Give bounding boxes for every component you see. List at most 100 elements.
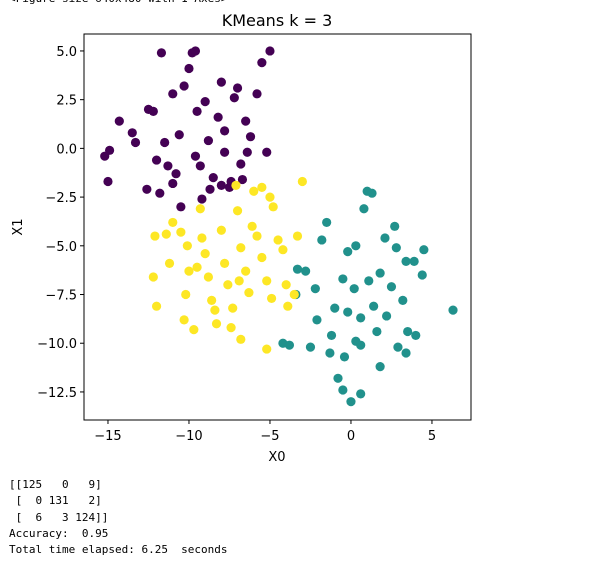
point [184, 266, 194, 276]
point [207, 295, 217, 305]
point [338, 274, 348, 284]
point [325, 348, 335, 358]
y-tick-label: −10.0 [37, 337, 77, 352]
point [200, 97, 210, 107]
point [192, 262, 202, 272]
point [252, 89, 262, 99]
point [168, 217, 178, 228]
x-tick-label: 0 [347, 429, 355, 444]
point [203, 272, 214, 282]
point [232, 206, 243, 216]
y-axis-label: X1 [11, 218, 26, 235]
point [229, 93, 239, 103]
point [228, 303, 238, 313]
point [266, 293, 277, 304]
point [190, 46, 201, 56]
point [390, 221, 400, 231]
point [273, 235, 283, 245]
point [211, 319, 222, 329]
x-tick-label: 5 [428, 429, 436, 444]
point [174, 130, 184, 140]
point [262, 147, 272, 157]
y-tick-label: −5.0 [45, 240, 77, 255]
output-line: Total time elapsed: 6.25 seconds [9, 543, 228, 557]
x-tick-label: −15 [94, 429, 121, 444]
point [213, 112, 223, 122]
point [192, 106, 202, 116]
point [301, 266, 311, 276]
x-tick-label: −5 [260, 429, 279, 444]
point [179, 315, 189, 325]
point [223, 280, 233, 290]
point [257, 182, 267, 192]
point [176, 202, 186, 212]
point [242, 147, 252, 157]
point [161, 229, 171, 239]
point [220, 126, 230, 136]
y-tick-label: 2.5 [56, 94, 77, 109]
point [190, 151, 201, 161]
point [349, 284, 359, 294]
point [195, 161, 205, 171]
point [356, 340, 366, 350]
point [257, 252, 267, 263]
point [181, 289, 191, 300]
point [312, 315, 322, 325]
point [163, 161, 173, 171]
output-line: [ 0 131 2] [9, 494, 102, 508]
point [216, 77, 226, 87]
point [281, 280, 291, 290]
point [403, 326, 413, 337]
point [386, 282, 397, 292]
point [372, 326, 382, 337]
y-tick-label: −7.5 [45, 289, 77, 304]
point [409, 256, 419, 266]
point [375, 362, 385, 372]
y-tick-label: −2.5 [45, 191, 77, 206]
point [197, 233, 207, 243]
point [189, 324, 199, 335]
point [310, 284, 320, 294]
x-axis-label: X0 [268, 450, 285, 465]
point [339, 352, 350, 362]
point [343, 247, 353, 257]
point [216, 225, 226, 235]
point [155, 188, 165, 198]
point [367, 188, 377, 198]
y-tick-label: −12.5 [37, 386, 77, 401]
point [168, 89, 178, 99]
output-line: [[125 0 9] [9, 478, 102, 491]
point [104, 145, 115, 155]
point [164, 258, 175, 268]
point [245, 132, 256, 142]
point [232, 83, 243, 93]
point [364, 276, 374, 286]
point [398, 295, 408, 305]
point [401, 256, 411, 266]
point [241, 116, 251, 126]
point [338, 385, 348, 395]
point [356, 313, 366, 323]
point [382, 311, 392, 321]
point [393, 342, 403, 352]
point [262, 344, 272, 354]
point [249, 186, 259, 196]
point [359, 204, 369, 214]
plot-frame [83, 33, 472, 421]
chart: KMeans k = 3 X0 X1 −15 −10 −5 0 5 5.0 2.5 0.0 −2… [11, 11, 472, 465]
point [448, 305, 458, 315]
point [216, 180, 226, 190]
point [236, 243, 246, 253]
point [391, 243, 401, 253]
output-line: Accuracy: 0.95 [9, 526, 109, 540]
point [356, 389, 366, 399]
point [305, 342, 316, 352]
point [231, 180, 241, 190]
point [257, 58, 267, 68]
y-tick-label: 5.0 [56, 45, 77, 60]
point [142, 184, 152, 194]
point [156, 48, 167, 58]
point [326, 330, 337, 341]
point [150, 231, 160, 241]
